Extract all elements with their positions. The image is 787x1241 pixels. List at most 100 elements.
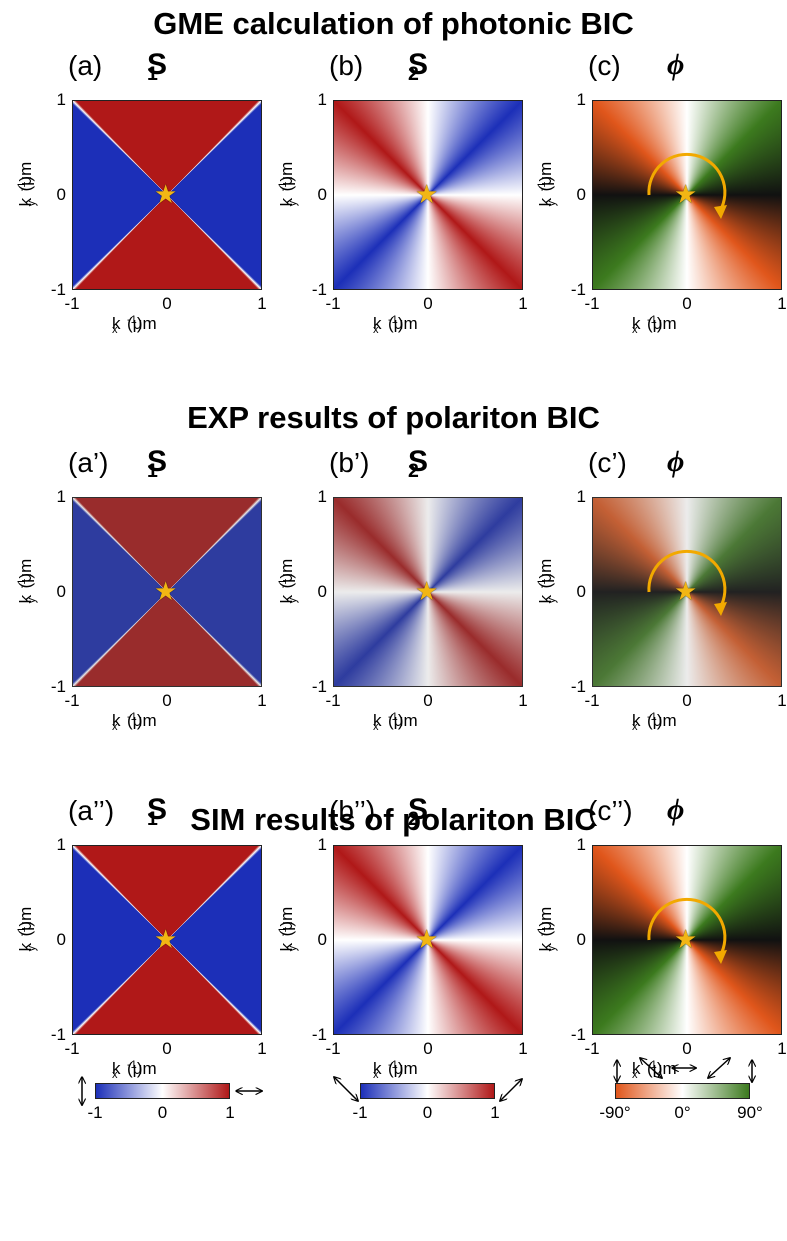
unit-close: ) — [397, 711, 404, 730]
colorbar-tick-label: 0° — [674, 1103, 691, 1122]
k: k — [16, 197, 36, 207]
y-tick-label: -1 — [50, 280, 66, 299]
k: k — [373, 314, 382, 333]
k-sub: x — [373, 1068, 379, 1081]
star: ★ — [415, 924, 439, 954]
unit: (μm — [646, 711, 677, 730]
k: k — [536, 594, 556, 604]
symbol: S — [408, 445, 429, 478]
x-tick-label: 0 — [682, 294, 692, 313]
heatmap — [333, 845, 523, 1035]
x-tick-label: 1 — [777, 294, 787, 313]
unit-close: ) — [16, 175, 36, 182]
unit-exp: -1 — [387, 711, 398, 723]
unit-close: ) — [656, 314, 663, 333]
x-tick-label: -1 — [584, 294, 600, 313]
y-tick-label: 1 — [56, 487, 66, 506]
unit: (μm — [387, 1059, 418, 1078]
k: k — [112, 711, 121, 730]
x-tick-label: -1 — [325, 1039, 341, 1058]
k-sub: x — [632, 720, 638, 733]
section-title: GME calculation of photonic BIC — [153, 6, 634, 41]
panel-label: (a’) — [68, 447, 109, 478]
k: k — [112, 1059, 121, 1078]
unit-close: ) — [397, 1059, 404, 1078]
x-tick-label: 1 — [257, 294, 267, 313]
unit: (μm — [387, 314, 418, 333]
colorbar-tick-label: -1 — [87, 1103, 103, 1122]
k: k — [373, 711, 382, 730]
y-tick-label: -1 — [570, 280, 586, 299]
y-tick-label: -1 — [570, 677, 586, 696]
unit-close: ) — [16, 920, 36, 927]
unit-close: ) — [536, 572, 556, 579]
k: k — [277, 942, 297, 952]
unit-exp: -1 — [126, 1059, 137, 1071]
unit-close: ) — [397, 314, 404, 333]
heatmap — [333, 100, 523, 290]
x-tick-label: 1 — [257, 1039, 267, 1058]
colorbar-tick-label: 0 — [422, 1103, 433, 1122]
unit: (μm — [126, 1059, 157, 1078]
x-tick-label: 0 — [682, 1039, 692, 1058]
x-tick-label: -1 — [325, 691, 341, 710]
x-tick-label: 0 — [423, 1039, 433, 1058]
y-tick-label: 0 — [576, 930, 586, 949]
y-tick-label: -1 — [311, 1025, 327, 1044]
colorbar-tick-label: 1 — [225, 1103, 235, 1122]
y-tick-label: -1 — [311, 677, 327, 696]
unit-close: ) — [16, 572, 36, 579]
heatmap — [333, 497, 523, 687]
y-tick-label: 1 — [317, 835, 327, 854]
y-tick-label: 0 — [56, 185, 66, 204]
k: k — [373, 1059, 382, 1078]
symbol: ϕ — [667, 793, 685, 826]
x-tick-label: 1 — [518, 1039, 528, 1058]
k: k — [632, 314, 641, 333]
x-tick-label: 1 — [777, 1039, 787, 1058]
y-tick-label: -1 — [50, 1025, 66, 1044]
star: ★ — [674, 179, 698, 209]
colorbar — [95, 1083, 230, 1099]
x-tick-label: 0 — [423, 691, 433, 710]
unit-close: ) — [277, 572, 297, 579]
star: ★ — [154, 179, 178, 209]
k: k — [632, 1059, 641, 1078]
x-tick-label: -1 — [584, 1039, 600, 1058]
k: k — [536, 942, 556, 952]
k-sub: x — [373, 323, 379, 336]
unit-exp: -1 — [646, 711, 657, 723]
y-tick-label: 0 — [576, 185, 586, 204]
y-tick-label: 1 — [317, 90, 327, 109]
k: k — [112, 314, 121, 333]
unit-exp: -1 — [126, 314, 137, 326]
symbol-subscript: 2 — [408, 807, 419, 830]
x-tick-label: -1 — [64, 294, 80, 313]
k: k — [632, 711, 641, 730]
colorbar-tick-label: -1 — [352, 1103, 368, 1122]
unit-exp: -1 — [387, 314, 398, 326]
unit-close: ) — [136, 1059, 143, 1078]
y-tick-label: 1 — [576, 835, 586, 854]
panel-label: (a) — [68, 50, 103, 81]
unit: (μm — [126, 314, 157, 333]
x-tick-label: 0 — [162, 294, 172, 313]
star: ★ — [415, 179, 439, 209]
y-tick-label: 1 — [317, 487, 327, 506]
x-tick-label: 0 — [162, 1039, 172, 1058]
star: ★ — [415, 576, 439, 606]
